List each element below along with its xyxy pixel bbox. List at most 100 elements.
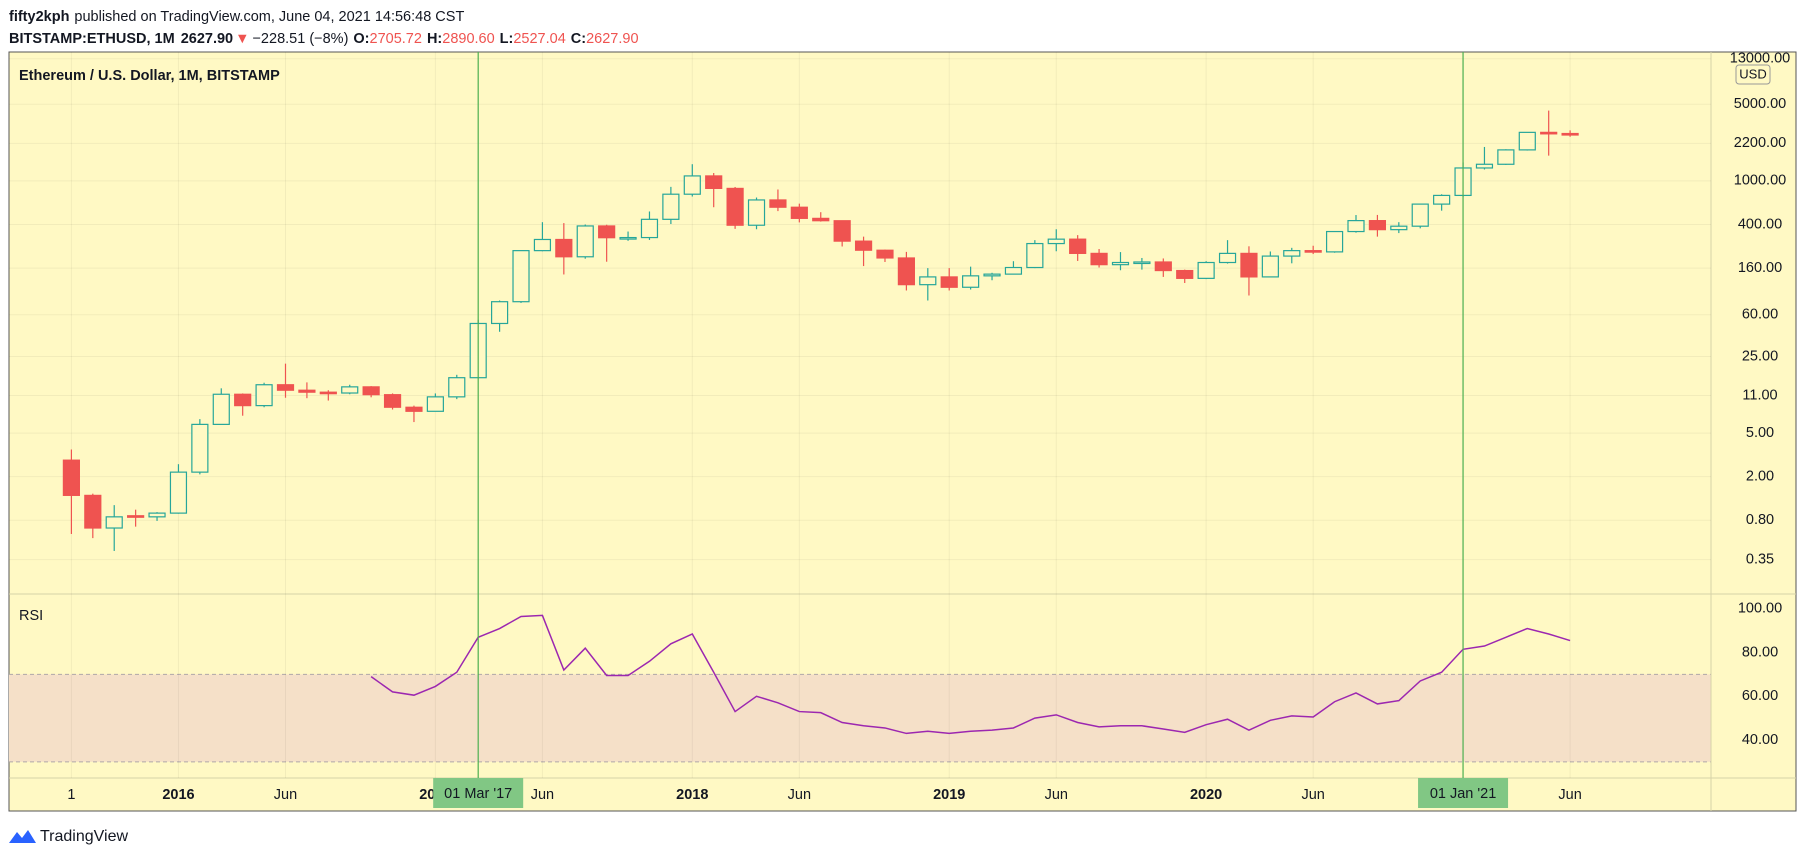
y-tick-label: 0.35	[1746, 551, 1774, 567]
h-label: H:	[427, 31, 442, 47]
candle-body	[62, 459, 81, 496]
last: 2627.90	[181, 31, 233, 47]
candle-body	[298, 389, 316, 393]
marker-label: 01 Mar '17	[444, 786, 512, 802]
candle-body	[640, 218, 659, 239]
marker-label: 01 Jan '21	[1430, 786, 1496, 802]
candle-body	[1176, 269, 1194, 279]
symbol: BITSTAMP:ETHUSD, 1M	[9, 31, 175, 47]
candle-body	[897, 257, 915, 286]
candle-body	[1004, 266, 1023, 275]
x-tick-label: 2020	[1190, 787, 1222, 803]
logo	[9, 830, 36, 843]
marker-box	[433, 778, 524, 808]
candle-body	[812, 217, 830, 222]
candle-body	[683, 175, 701, 195]
candle-body	[1368, 220, 1387, 231]
candle-body	[1518, 131, 1536, 151]
brand: TradingView	[40, 828, 128, 845]
candle-body	[212, 393, 230, 425]
candle-body	[362, 386, 380, 396]
y-tick-label: 2200.00	[1734, 135, 1786, 151]
c: 2627.90	[586, 31, 638, 47]
candle-body	[1218, 252, 1237, 264]
y-tick-label: 40.00	[1742, 732, 1778, 748]
y-tick-label: 1000.00	[1734, 173, 1786, 189]
candle-body	[876, 249, 894, 259]
candle-body	[940, 276, 958, 288]
x-tick-label: Jun	[788, 787, 811, 803]
marker-box	[1418, 778, 1509, 808]
candle-body	[662, 193, 680, 220]
candle-body	[512, 250, 530, 303]
candle-body	[191, 423, 209, 473]
x-tick-label: Jun	[1558, 787, 1581, 803]
candle-body	[598, 225, 616, 239]
candle-body	[790, 206, 808, 219]
y-tick-label: 60.00	[1742, 307, 1778, 323]
candle-body	[555, 238, 573, 258]
y-tick-label: 5.00	[1746, 425, 1774, 441]
arrow: ▼	[235, 31, 249, 47]
candle-body	[576, 225, 594, 258]
l-label: L:	[500, 31, 514, 47]
pane-title: Ethereum / U.S. Dollar, 1M, BITSTAMP	[19, 68, 280, 84]
candle-body	[169, 471, 188, 514]
candle-body	[769, 199, 787, 208]
candle-body	[1111, 261, 1130, 266]
quote-line: BITSTAMP:ETHUSD, 1M 2627.90 ▼ −228.51 (−8%)…	[9, 31, 639, 47]
candle-body	[1325, 230, 1344, 253]
candle-body	[105, 516, 123, 529]
x-tick-label: Jun	[1301, 787, 1324, 803]
candle-body	[1540, 131, 1558, 135]
x-tick-label: 1	[67, 787, 75, 803]
candle-body	[619, 236, 637, 240]
publish-line: fifty2kph published on TradingView.com, J…	[9, 9, 464, 25]
candle-body	[833, 220, 851, 242]
candle-body	[491, 301, 509, 325]
candle-body	[1497, 149, 1515, 165]
candle-body	[383, 394, 402, 408]
plot-layer: 12016Jun2017Jun2018Jun2019Jun2020JunJun1…	[8, 51, 1797, 812]
candle-body	[1433, 194, 1451, 205]
candle-body	[1411, 203, 1429, 227]
change: −228.51 (−8%)	[252, 31, 348, 47]
l: 2527.04	[513, 31, 565, 47]
y-tick-label: 13000.00	[1730, 51, 1790, 67]
candle-body	[1347, 220, 1365, 233]
candle-body	[747, 199, 766, 226]
candle-body	[84, 494, 102, 529]
candle-body	[1154, 261, 1172, 272]
x-tick-label: 2019	[933, 787, 965, 803]
x-tick-label: 2016	[162, 787, 194, 803]
y-tick-label: 25.00	[1742, 348, 1778, 364]
candle-body	[1026, 242, 1044, 269]
y-tick-label: 400.00	[1738, 216, 1782, 232]
candle-body	[1561, 132, 1579, 136]
y-tick-label: 11.00	[1742, 387, 1777, 403]
y-tick-label: 2.00	[1746, 469, 1774, 485]
y-tick-label: 5000.00	[1734, 96, 1786, 112]
candle-body	[426, 396, 444, 412]
candle-body	[962, 275, 980, 288]
candle-body	[405, 406, 423, 412]
candle-body	[1133, 261, 1151, 265]
user: fifty2kph	[9, 9, 69, 25]
candle-body	[319, 391, 337, 395]
y-tick-label: 160.00	[1738, 260, 1782, 276]
candle-body	[1475, 163, 1494, 169]
candle-body	[1390, 225, 1408, 231]
candle-body	[1197, 261, 1215, 279]
x-tick-label: Jun	[1045, 787, 1068, 803]
rsi-band	[9, 674, 1711, 762]
y-tick-label: 60.00	[1742, 688, 1778, 704]
candle-body	[726, 187, 744, 226]
candle-body	[255, 384, 273, 407]
candle-body	[854, 240, 873, 251]
candle-body	[1261, 255, 1279, 278]
candle-body	[705, 175, 723, 190]
candle-body	[1304, 250, 1322, 253]
y-tick-label: 80.00	[1742, 644, 1778, 660]
candle-body	[448, 377, 466, 398]
